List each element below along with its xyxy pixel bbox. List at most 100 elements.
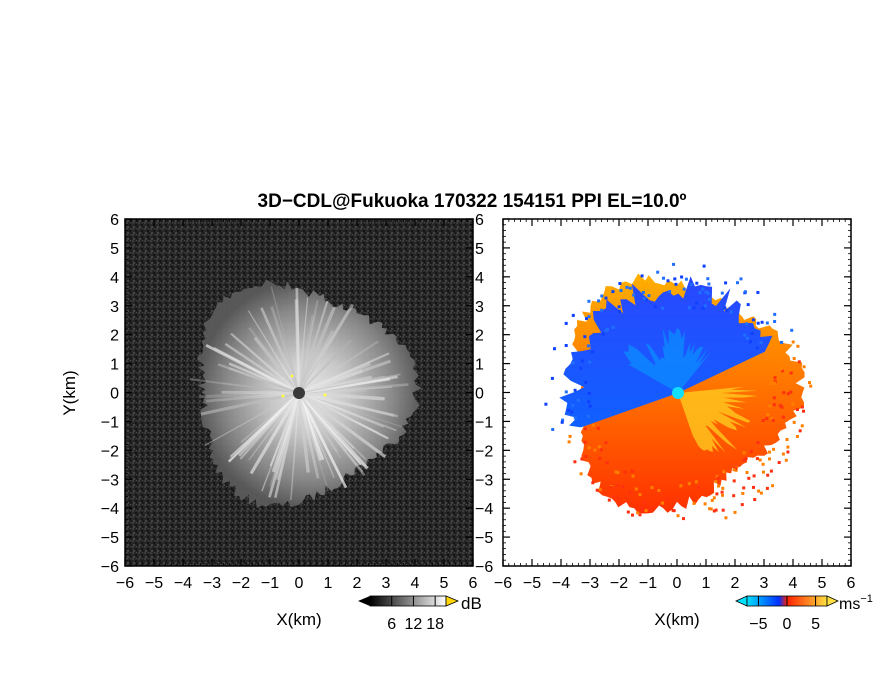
velocity-echo-region [544,262,813,521]
velocity-speckle [707,282,711,286]
figure-title: 3D−CDL@Fukuoka 170322 154151 PPI EL=10.0… [258,191,687,212]
velocity-speckle [682,287,686,291]
velocity-speckle [768,457,771,461]
velocity-speckle [780,405,784,409]
velocity-speckle [666,279,670,283]
snr-colorbar-gradient [369,595,447,607]
snr-streak [298,392,342,460]
snr-streak [298,392,389,440]
snr-radial-streaks [189,286,409,501]
snr-streak [230,332,300,394]
snr-streak [270,306,301,394]
velocity-speckle [682,517,685,521]
y-tick-label: 0 [475,386,484,403]
velocity-speckle [616,483,620,487]
velocity-speckle [662,276,665,280]
velocity-speckle [585,317,588,320]
velocity-speckle [780,369,784,373]
velocity-speckle [745,322,748,326]
velocity-speckle [571,403,575,407]
velocity-speckle [694,480,698,484]
velocity-speckle [792,420,796,424]
velocity-speckle [618,282,622,285]
velocity-speckle [703,502,707,506]
velocity-speckle [591,481,595,485]
velocity-speckle [607,498,611,502]
velocity-speckle [595,488,599,492]
velocity-speckle [755,457,759,461]
doppler-velocity-panel: −6 −5 −4 −3 −2 −1 0 1 2 3 4 5 6 X(km) [494,218,856,629]
velocity-colorbar-ticks: −5 0 5 [749,596,820,633]
snr-streak [298,392,359,426]
x-tick-label: 1 [324,575,333,592]
snr-y-axis-label: Y(km) [60,370,79,415]
velocity-speckle [798,429,802,433]
velocity-speckle [647,506,651,510]
snr-streak [298,359,391,395]
snr-streak [298,373,401,394]
velocity-speckle [732,479,736,483]
velocity-speckle [621,485,625,489]
velocity-speckle [600,308,604,312]
velocity-speckle [790,328,794,332]
velocity-speckle [771,484,775,488]
snr-panel: −6 −5 −4 −3 −2 −1 0 1 2 3 4 5 6 6543210−1−2−3−4−5−6 … [60,212,493,629]
velocity-speckle [714,480,718,484]
snr-streak [205,391,300,403]
velocity-speckle [579,472,583,476]
snr-streak [297,392,339,453]
velocity-speckle [762,470,765,474]
snr-streak [239,392,300,460]
velocity-speckle [631,474,635,478]
velocity-speckle [653,305,657,309]
velocity-speckle [604,441,608,445]
velocity-speckle [679,484,683,488]
velocity-speckle [632,293,636,297]
velocity-speckle [587,392,591,395]
snr-streak [247,310,300,394]
velocity-speckle [742,451,746,455]
velocity-speckle [618,501,621,505]
velocity-colorbar-low-extension [735,595,748,607]
velocity-speckle [702,264,706,268]
snr-streak [222,382,300,394]
x-tick-label: 4 [789,575,798,592]
snr-streak [265,319,300,394]
velocity-speckle [751,318,755,322]
snr-streak [227,392,300,463]
velocity-speckle [706,277,710,281]
velocity-speckle [697,486,701,490]
x-tick-label: −6 [116,575,134,592]
velocity-speckle [756,441,760,445]
velocity-speckle [791,402,795,406]
snr-streak [298,391,398,418]
velocity-speckle [809,384,813,388]
snr-x-tick-labels: −6 −5 −4 −3 −2 −1 0 1 2 3 4 5 6 [116,575,478,592]
snr-streak [231,334,300,394]
velocity-speckle [706,291,710,295]
velocity-speckle [768,450,771,454]
y-tick-label: −1 [101,414,119,431]
velocity-speckle [781,452,785,456]
velocity-speckle [715,492,719,496]
velocity-speckle [598,456,602,460]
velocity-speckle [616,496,620,500]
velocity-speckle [550,376,554,380]
velocity-speckle [597,299,600,303]
velocity-speckle [567,440,571,444]
velocity-speckle [780,340,784,344]
snr-streak [224,342,300,394]
velocity-speckle [586,414,590,418]
velocity-speckle [604,296,608,300]
y-tick-label: 3 [110,299,119,316]
velocity-speckle [802,409,805,413]
velocity-speckle [784,458,788,462]
velocity-speckle [640,274,644,278]
snr-streak [297,392,348,489]
velocity-axis-ticks [502,218,852,567]
snr-axis-ticks [124,218,474,567]
velocity-speckle [626,510,630,514]
velocity-speckle [714,508,718,512]
velocity-speckle [800,424,804,428]
velocity-speckle [584,454,588,458]
